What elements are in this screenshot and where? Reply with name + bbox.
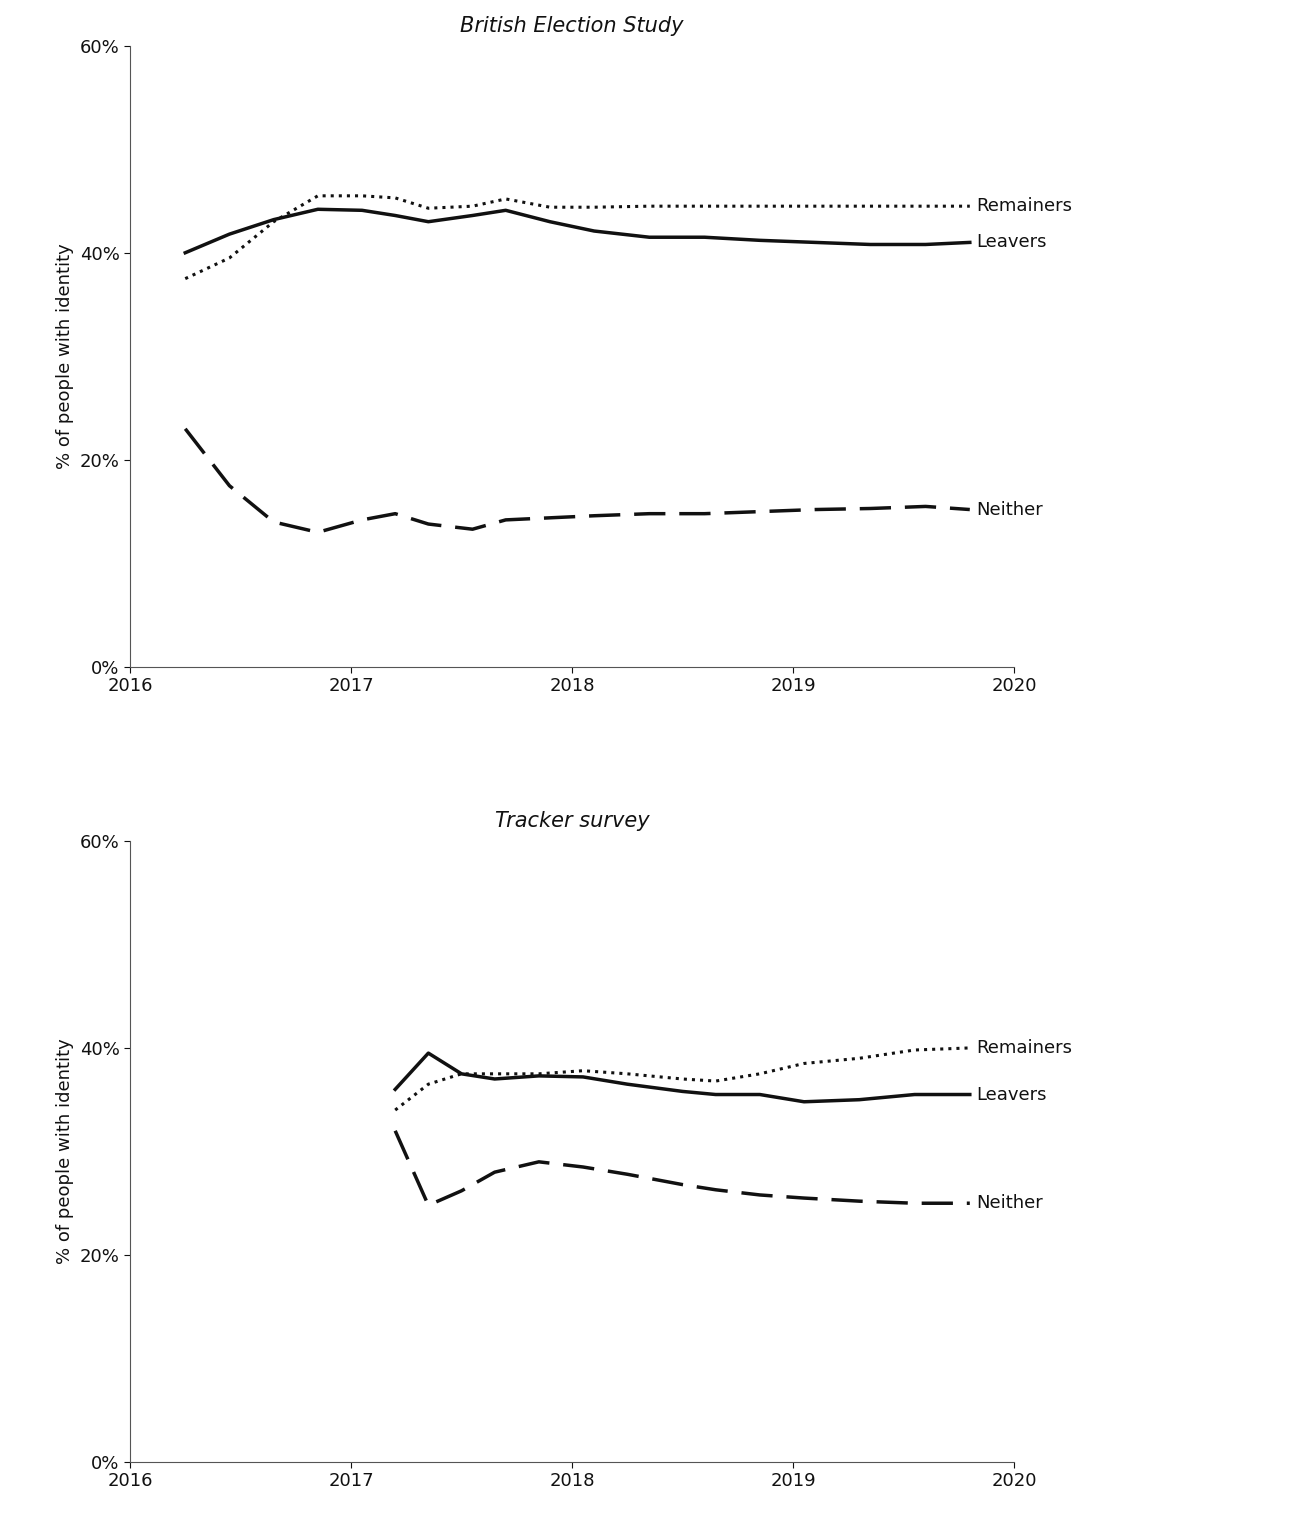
Text: Remainers: Remainers [976,196,1072,215]
Text: Leavers: Leavers [976,1086,1046,1104]
Title: British Election Study: British Election Study [460,15,684,37]
Text: Remainers: Remainers [976,1039,1072,1057]
Text: Leavers: Leavers [976,233,1046,251]
Text: Neither: Neither [976,501,1043,518]
Y-axis label: % of people with identity: % of people with identity [56,1039,74,1264]
Title: Tracker survey: Tracker survey [495,810,649,832]
Y-axis label: % of people with identity: % of people with identity [56,244,74,469]
Text: Neither: Neither [976,1194,1043,1212]
